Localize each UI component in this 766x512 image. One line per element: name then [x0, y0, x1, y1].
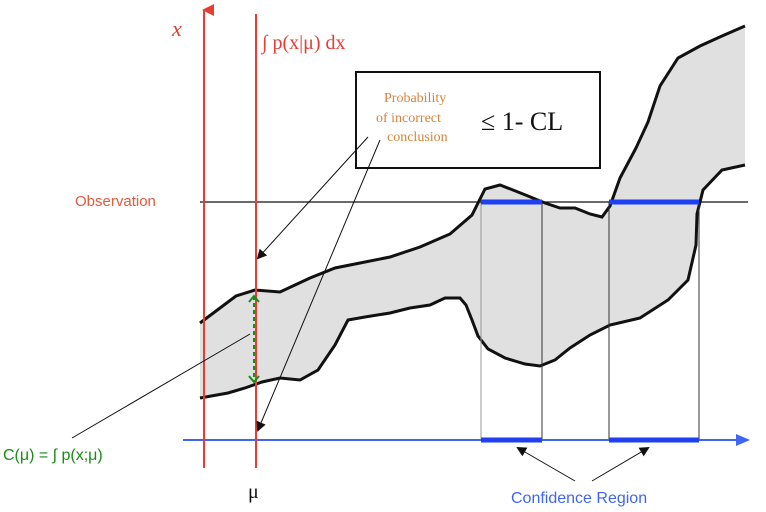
observation-label: Observation [75, 193, 156, 210]
prob-arrow-upper [256, 136, 369, 260]
mu-axis-label: μ [248, 481, 259, 503]
x-axis-label: x [171, 16, 182, 41]
coverage-arrow-bottom [248, 375, 260, 384]
confidence-region-label: Confidence Region [511, 490, 647, 507]
confidence-arrow-right [591, 446, 650, 482]
prob-text-line1: Probability [384, 91, 446, 106]
coverage-formula-label: C(μ) = ∫ p(x;μ) [3, 447, 103, 464]
belt-upper-curve [199, 24, 746, 325]
confidence-arrow-left [516, 446, 576, 482]
prob-text-line3: conclusion [387, 130, 448, 145]
integral-label: ∫ p(x|μ) dx [260, 32, 346, 55]
coverage-pointer [71, 333, 251, 439]
belt-lower-curve [199, 163, 746, 400]
leq-cl-label: ≤ 1- CL [481, 107, 563, 136]
prob-arrow-lower [256, 139, 381, 432]
coverage-arrow-top [248, 294, 260, 303]
prob-text-line2: of incorrect [376, 111, 441, 126]
probability-box [355, 71, 601, 169]
